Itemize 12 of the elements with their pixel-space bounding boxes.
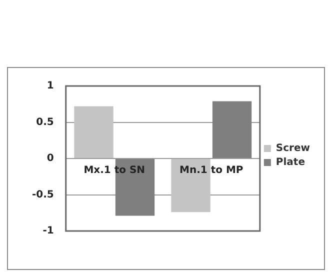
bar — [171, 159, 210, 212]
y-tick-label: 0 — [46, 153, 54, 164]
y-tick-label: 1 — [46, 80, 54, 92]
y-tick-label: 0.5 — [36, 116, 54, 128]
legend-label: Screw — [276, 143, 310, 154]
y-tick-label: -1 — [42, 226, 54, 237]
x-tick-label: Mn.1 to MP — [180, 165, 244, 176]
y-tick-label: -0.5 — [32, 189, 54, 200]
bar — [74, 106, 114, 158]
legend-label: Plate — [276, 157, 306, 168]
bar — [212, 101, 252, 158]
bar — [115, 159, 155, 216]
